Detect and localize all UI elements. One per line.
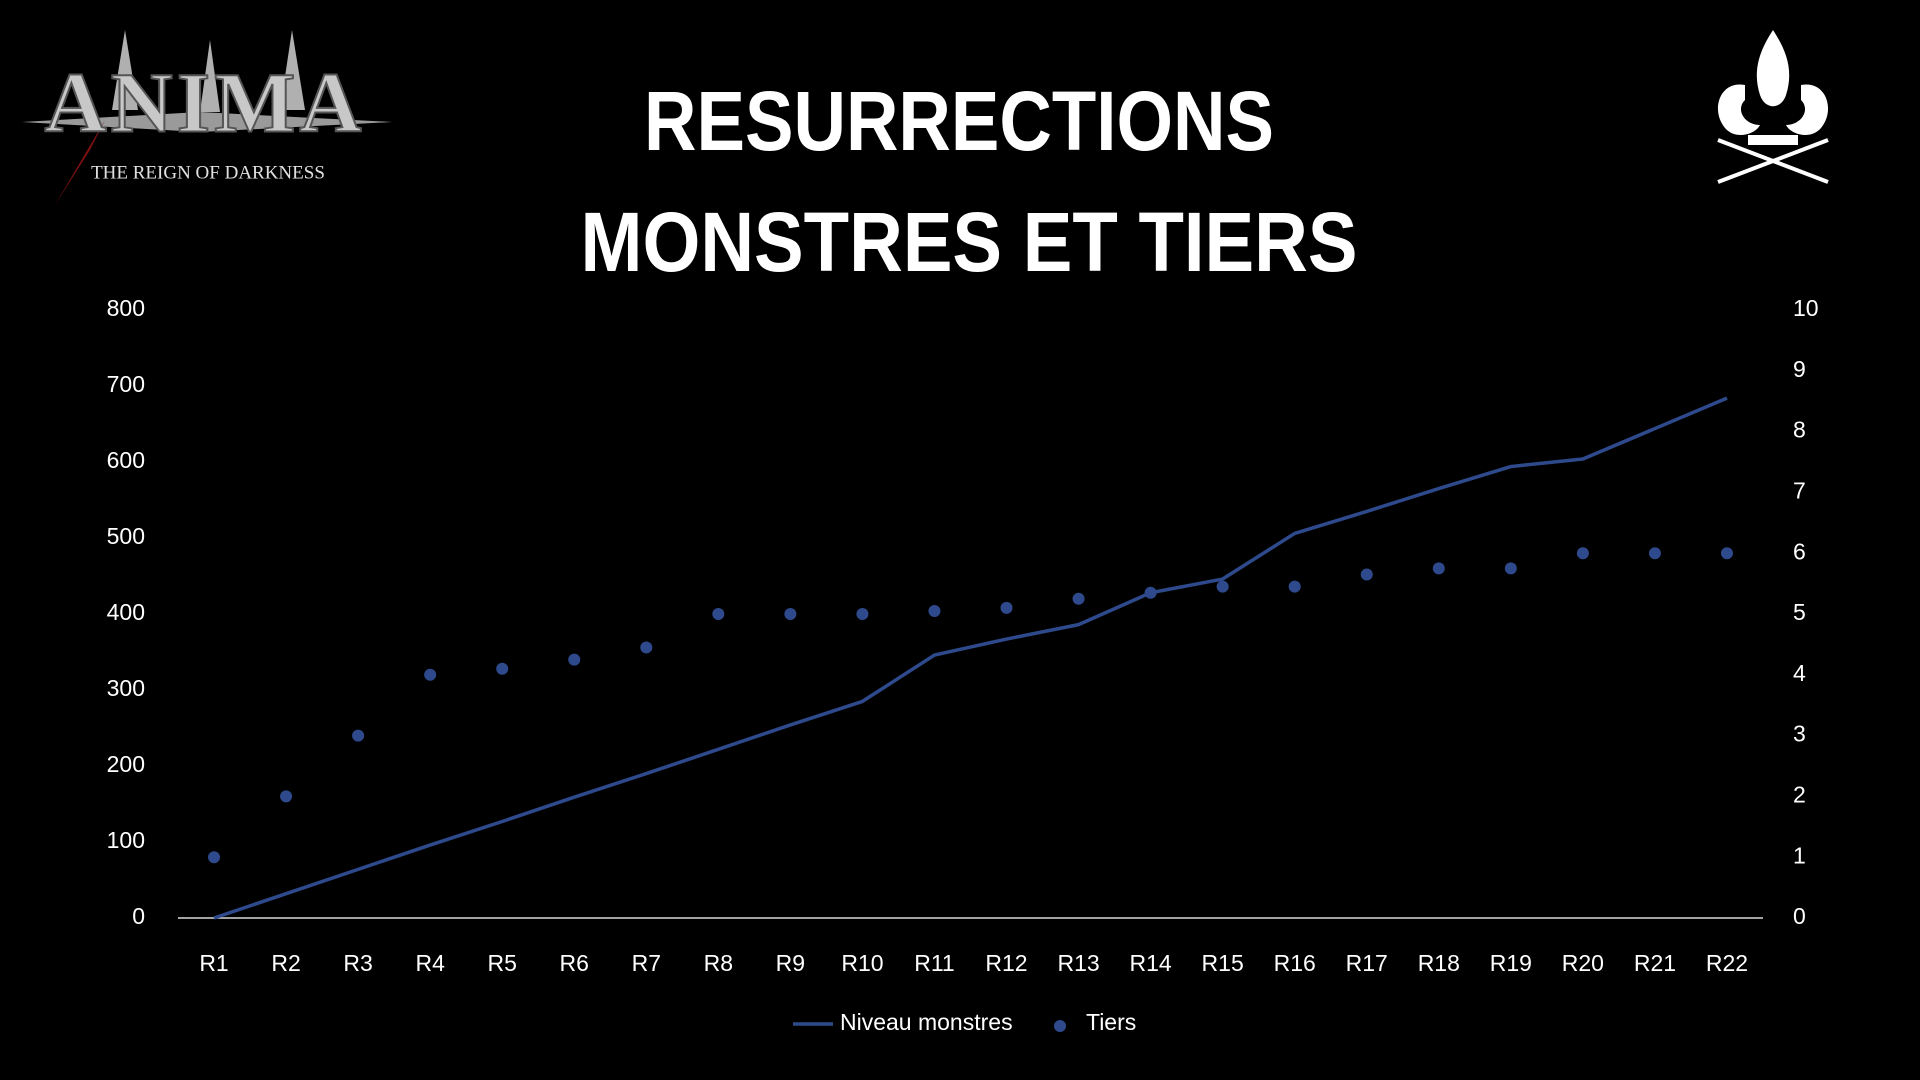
x-tick-label: R22 bbox=[1706, 950, 1748, 976]
y2-tick-label: 5 bbox=[1793, 599, 1806, 625]
legend-swatch bbox=[1054, 1020, 1066, 1032]
scatter-point bbox=[1144, 586, 1157, 599]
y2-tick-label: 1 bbox=[1793, 842, 1806, 868]
scatter-point bbox=[280, 790, 293, 803]
scatter-point bbox=[496, 662, 509, 675]
y-tick-label: 0 bbox=[132, 903, 145, 929]
scatter-point bbox=[928, 604, 941, 617]
logo-spike bbox=[112, 30, 138, 110]
guild-emblem bbox=[1717, 30, 1829, 184]
x-tick-label: R14 bbox=[1130, 950, 1172, 976]
x-tick-label: R17 bbox=[1346, 950, 1388, 976]
y2-tick-label: 7 bbox=[1793, 477, 1806, 503]
x-tick-label: R3 bbox=[343, 950, 372, 976]
scatter-point bbox=[640, 641, 653, 654]
x-tick-label: R10 bbox=[841, 950, 883, 976]
x-tick-label: R20 bbox=[1562, 950, 1604, 976]
x-tick-label: R16 bbox=[1274, 950, 1316, 976]
scatter-point bbox=[1000, 601, 1013, 614]
y-tick-label: 800 bbox=[107, 295, 145, 321]
legend-label: Niveau monstres bbox=[840, 1009, 1013, 1035]
y2-tick-label: 10 bbox=[1793, 295, 1819, 321]
scatter-point bbox=[1720, 547, 1733, 560]
scatter-point bbox=[1072, 592, 1085, 605]
scatter-point bbox=[208, 851, 221, 864]
game-title: ANIMA bbox=[45, 55, 366, 151]
x-tick-label: R19 bbox=[1490, 950, 1532, 976]
x-tick-label: R4 bbox=[415, 950, 445, 976]
scatter-point bbox=[352, 729, 365, 742]
x-tick-label: R2 bbox=[271, 950, 300, 976]
x-tick-label: R11 bbox=[914, 950, 955, 976]
x-tick-label: R6 bbox=[560, 950, 589, 976]
chart-title: MONSTRES ET TIERS bbox=[581, 195, 1358, 289]
x-tick-label: R21 bbox=[1634, 950, 1676, 976]
scatter-point bbox=[1504, 562, 1517, 575]
x-tick-label: R1 bbox=[199, 950, 228, 976]
x-tick-label: R13 bbox=[1057, 950, 1099, 976]
x-tick-label: R15 bbox=[1202, 950, 1244, 976]
y2-tick-label: 0 bbox=[1793, 903, 1806, 929]
scatter-point bbox=[424, 668, 437, 681]
y-tick-label: 100 bbox=[107, 827, 145, 853]
x-tick-label: R7 bbox=[632, 950, 661, 976]
emblem-petal bbox=[1717, 84, 1760, 136]
emblem-petal bbox=[1786, 84, 1829, 136]
y2-tick-label: 8 bbox=[1793, 417, 1806, 443]
chart-title: RESURRECTIONS bbox=[644, 74, 1274, 168]
y-tick-label: 600 bbox=[107, 447, 145, 473]
game-logo: ANIMA THE REIGN OF DARKNESS bbox=[22, 30, 392, 205]
scatter-point bbox=[1360, 568, 1373, 581]
scatter-point bbox=[568, 653, 581, 666]
y2-tick-label: 2 bbox=[1793, 781, 1806, 807]
emblem-petal bbox=[1756, 30, 1790, 107]
y-tick-label: 300 bbox=[107, 675, 145, 701]
emblem-sword bbox=[1717, 138, 1829, 184]
y-tick-label: 500 bbox=[107, 523, 145, 549]
logo-blood bbox=[55, 120, 105, 205]
y2-tick-label: 4 bbox=[1793, 660, 1806, 686]
legend-label: Tiers bbox=[1086, 1009, 1136, 1035]
scatter-point bbox=[712, 608, 725, 620]
scatter-point bbox=[856, 608, 869, 620]
x-tick-label: R9 bbox=[776, 950, 805, 976]
y-tick-label: 700 bbox=[107, 371, 145, 397]
game-subtitle: THE REIGN OF DARKNESS bbox=[91, 162, 325, 183]
line-series bbox=[213, 396, 1728, 920]
y2-tick-label: 6 bbox=[1793, 538, 1806, 564]
y-tick-label: 400 bbox=[107, 599, 145, 625]
scatter-point bbox=[1288, 580, 1301, 593]
scatter-point bbox=[1576, 547, 1589, 560]
y-tick-label: 200 bbox=[107, 751, 145, 777]
logo-blood bbox=[330, 130, 360, 200]
x-tick-label: R5 bbox=[488, 950, 517, 976]
logo-spike bbox=[280, 30, 305, 110]
x-tick-label: R12 bbox=[985, 950, 1027, 976]
scatter-point bbox=[1648, 547, 1661, 560]
x-tick-label: R18 bbox=[1418, 950, 1460, 976]
scatter-point bbox=[784, 608, 797, 620]
y2-tick-label: 3 bbox=[1793, 721, 1806, 747]
logo-blade bbox=[22, 112, 392, 132]
y2-tick-label: 9 bbox=[1793, 356, 1806, 382]
emblem-band bbox=[1748, 135, 1798, 145]
x-tick-label: R8 bbox=[704, 950, 733, 976]
scatter-point bbox=[1216, 580, 1229, 593]
scatter-point bbox=[1432, 562, 1445, 575]
logo-spike bbox=[200, 40, 220, 112]
